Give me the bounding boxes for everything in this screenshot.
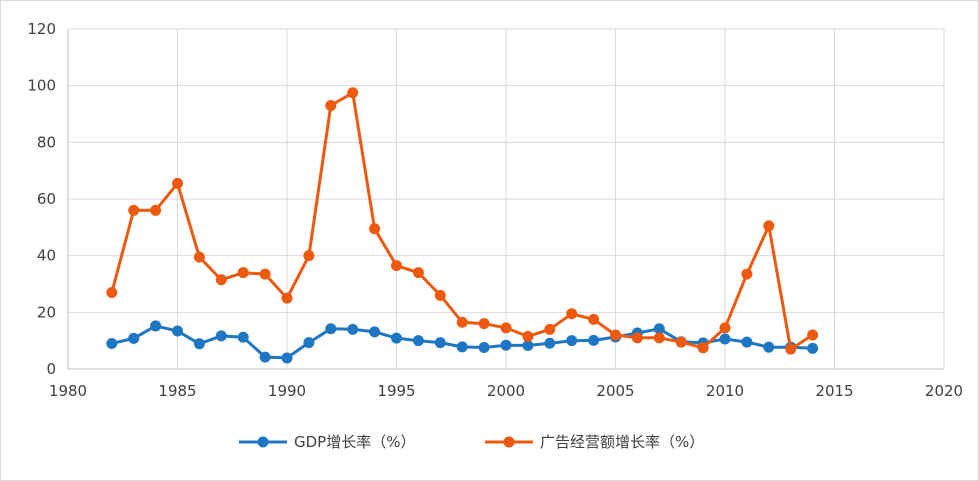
- series-2: [106, 87, 819, 355]
- data-point: [719, 333, 731, 345]
- legend: GDP增长率（%） 广告经营额增长率（%）: [239, 433, 704, 451]
- data-point: [347, 87, 359, 99]
- y-tick-label: 80: [37, 133, 56, 151]
- legend-marker: [257, 436, 269, 448]
- legend-item-1: GDP增长率（%）: [239, 433, 415, 451]
- y-tick-label: 40: [37, 247, 56, 265]
- x-tick-label: 1995: [377, 382, 415, 400]
- data-point: [303, 250, 315, 262]
- axes: [67, 29, 944, 370]
- x-tick-label: 1980: [49, 382, 87, 400]
- data-point: [412, 335, 424, 347]
- data-point: [566, 335, 578, 347]
- x-tick-label: 2005: [596, 382, 634, 400]
- series: [106, 87, 819, 364]
- data-point: [369, 223, 381, 235]
- data-point: [237, 267, 249, 279]
- data-point: [456, 316, 468, 328]
- x-tick-label: 1990: [268, 382, 306, 400]
- y-tick-label: 100: [27, 77, 56, 95]
- data-point: [172, 325, 183, 337]
- data-point: [303, 337, 315, 349]
- y-tick-labels: 0 20 40 60 80 100 120: [27, 20, 56, 378]
- data-point: [412, 267, 424, 279]
- series-line: [110, 91, 814, 351]
- data-point: [172, 177, 183, 189]
- data-point: [325, 100, 337, 111]
- data-point: [281, 292, 293, 304]
- x-tick-label: 2020: [925, 382, 963, 400]
- data-point: [522, 330, 534, 342]
- y-tick-label: 120: [27, 20, 56, 38]
- data-point: [785, 343, 797, 355]
- legend-marker: [503, 436, 515, 448]
- x-tick-labels: 1980 1985 1990 1995 2000 2005 2010 2015 2020: [49, 382, 963, 400]
- data-point: [588, 334, 600, 346]
- data-point: [544, 323, 556, 335]
- x-tick-label: 2015: [815, 382, 853, 400]
- legend-item-2: 广告经营额增长率（%）: [485, 433, 704, 451]
- data-point: [653, 332, 665, 344]
- data-point: [741, 268, 753, 280]
- data-point: [478, 341, 490, 353]
- x-tick-label: 2000: [487, 382, 525, 400]
- x-tick-label: 2010: [706, 382, 744, 400]
- data-point: [128, 204, 140, 216]
- data-point: [128, 332, 140, 344]
- data-point: [106, 287, 118, 298]
- data-point: [741, 336, 753, 348]
- data-point: [281, 352, 293, 364]
- data-point: [456, 341, 468, 353]
- data-point: [566, 308, 578, 320]
- data-point: [215, 330, 227, 342]
- data-point: [193, 251, 205, 263]
- data-point: [653, 323, 665, 335]
- data-point: [500, 339, 512, 351]
- data-point: [763, 341, 775, 353]
- legend-label: GDP增长率（%）: [294, 433, 415, 451]
- data-point: [697, 342, 709, 354]
- data-point: [325, 323, 337, 335]
- data-point: [434, 337, 446, 349]
- x-tick-label: 1985: [158, 382, 196, 400]
- data-point: [588, 313, 600, 325]
- data-point: [237, 331, 249, 343]
- data-point: [807, 329, 819, 341]
- data-point: [215, 274, 227, 286]
- data-point: [391, 332, 402, 344]
- y-tick-label: 20: [37, 303, 56, 321]
- y-tick-label: 60: [37, 190, 56, 208]
- data-point: [193, 338, 205, 350]
- data-point: [259, 268, 271, 280]
- data-point: [522, 339, 534, 351]
- data-point: [631, 332, 643, 344]
- data-point: [544, 337, 556, 349]
- data-point: [391, 260, 402, 272]
- data-point: [347, 323, 359, 335]
- data-point: [500, 322, 512, 334]
- data-point: [259, 351, 271, 363]
- data-point: [719, 322, 731, 334]
- series-1: [106, 320, 819, 364]
- data-point: [763, 220, 775, 232]
- data-point: [106, 338, 118, 349]
- y-tick-label: 0: [46, 360, 56, 378]
- data-point: [675, 336, 687, 348]
- legend-label: 广告经营额增长率（%）: [540, 433, 704, 451]
- data-point: [434, 289, 446, 301]
- data-point: [150, 204, 162, 216]
- data-point: [150, 320, 162, 332]
- data-point: [610, 329, 621, 341]
- gridlines: [68, 28, 945, 369]
- data-point: [478, 318, 490, 330]
- data-point: [369, 326, 381, 338]
- data-point: [807, 342, 819, 354]
